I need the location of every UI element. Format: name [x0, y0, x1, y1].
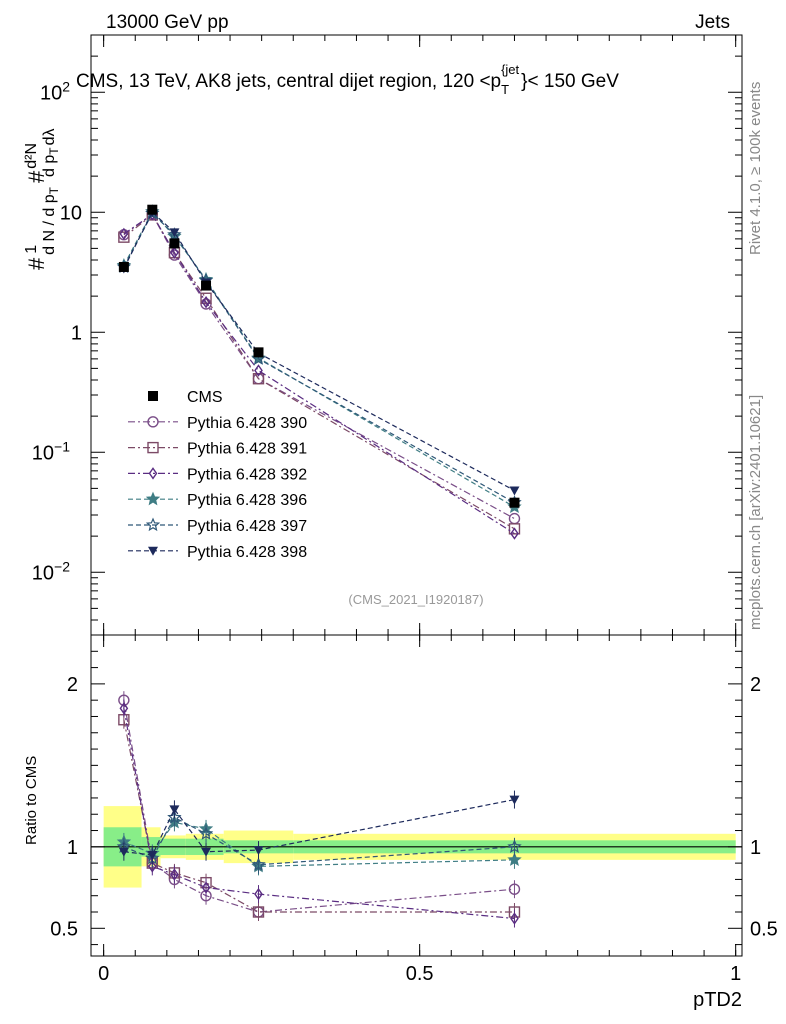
ratio-line-0 — [123, 700, 515, 913]
ratio-ytick-label: 0.5 — [50, 918, 78, 940]
ratio-point — [167, 809, 182, 824]
ratio-plot-frame — [90, 634, 743, 957]
main-point — [509, 486, 520, 496]
ratio-point — [118, 847, 129, 857]
ratio-point — [198, 826, 214, 840]
main-point — [119, 227, 129, 241]
legend-marker — [145, 517, 161, 532]
ratio-point — [253, 846, 264, 856]
main-point — [169, 228, 180, 238]
ratio-point — [147, 860, 157, 873]
ratio-point — [507, 852, 522, 866]
legend-label: Pythia 6.428 397 — [187, 518, 307, 535]
ratio-point — [509, 795, 520, 805]
ratio-point — [254, 887, 263, 901]
ratio-point — [147, 850, 158, 860]
ratio-point — [508, 883, 521, 895]
ratio-ytick-label: 2 — [67, 674, 78, 696]
main-ytick-label: 10−2 — [32, 558, 70, 584]
legend-label: CMS — [187, 389, 223, 406]
cms-data-point — [169, 238, 180, 249]
legend-label: Pythia 6.428 390 — [187, 415, 307, 432]
main-ytick-label: 10 — [60, 202, 82, 224]
main-point — [508, 523, 521, 535]
ratio-point — [201, 881, 211, 894]
header-left: 13000 GeV pp — [106, 12, 229, 33]
header-right: Jets — [695, 12, 730, 33]
legend-marker — [147, 416, 159, 428]
legend: CMS Pythia 6.428 390 Pythia 6.428 391 Pythi… — [128, 389, 307, 561]
ratio-ytick-label-right: 2 — [750, 674, 761, 696]
legend-label: Pythia 6.428 392 — [187, 466, 307, 483]
main-point — [167, 227, 182, 241]
ratio-point — [251, 857, 266, 871]
main-point — [510, 527, 519, 540]
main-point — [201, 295, 211, 309]
ratio-point — [169, 805, 180, 815]
main-point — [254, 364, 263, 377]
legend-marker — [148, 391, 158, 401]
chart-title: CMS, 13 TeV, AK8 jets, central dijet reg… — [76, 62, 619, 97]
ratio-point — [170, 868, 179, 881]
axes: 0 0.5 1 10−2 10−1 1 10 102 0.5 0.5 1 1 2 2 — [32, 34, 778, 985]
legend-marker — [148, 546, 158, 556]
ratio-point — [507, 839, 522, 854]
main-ylabel-text: #1d N / d pT#d²Nd pTdλ — [23, 128, 61, 270]
main-line-5 — [123, 211, 515, 492]
main-ylabel: #1d N / d pT#d²Nd pTdλ — [23, 128, 61, 270]
ratio-series-group — [116, 691, 522, 928]
legend-label: Pythia 6.428 396 — [187, 492, 307, 509]
ratio-line-2 — [123, 708, 515, 920]
cms-data-point — [253, 347, 264, 358]
legend-marker — [145, 491, 161, 506]
x-tick-label: 1 — [730, 963, 741, 985]
main-ytick-label: 10−1 — [32, 438, 70, 464]
cms-data-point — [147, 204, 158, 215]
side-label-rivet: Rivet 4.1.0, ≥ 100k events — [747, 82, 764, 255]
cms-data-point — [118, 261, 129, 272]
ratio-ytick-label: 1 — [67, 837, 78, 859]
legend-marker — [148, 467, 158, 480]
main-point — [252, 373, 265, 385]
cms-data-point — [201, 280, 212, 291]
ratio-point — [201, 847, 212, 857]
ratio-line-1 — [123, 719, 515, 913]
analysis-id: (CMS_2021_I1920187) — [348, 592, 483, 607]
main-series-group — [116, 204, 522, 540]
main-line-3 — [123, 210, 515, 508]
ratio-ytick-label-right: 1 — [750, 837, 761, 859]
legend-label: Pythia 6.428 398 — [187, 544, 307, 561]
main-point — [200, 292, 212, 304]
main-line-1 — [123, 214, 515, 530]
legend-marker — [147, 441, 159, 454]
x-axis-label: pTD2 — [693, 989, 742, 1011]
side-label-mcplots: mcplots.cern.ch [arXiv:2401.10621] — [747, 395, 764, 630]
main-point — [170, 246, 179, 259]
ratio-ylabel: Ratio to CMS — [23, 756, 40, 845]
main-ytick-label: 1 — [71, 322, 82, 344]
ratio-point — [510, 912, 519, 925]
ratio-line-5 — [123, 798, 515, 856]
x-tick-label: 0 — [98, 963, 109, 985]
main-line-0 — [123, 213, 515, 520]
main-point — [508, 512, 521, 525]
ratio-point — [252, 906, 265, 918]
x-tick-label: 0.5 — [406, 963, 434, 985]
legend-label: Pythia 6.428 391 — [187, 441, 307, 458]
ratio-point — [119, 702, 129, 715]
main-line-2 — [123, 213, 515, 535]
ratio-ytick-label-right: 0.5 — [750, 918, 778, 940]
main-point — [118, 231, 130, 243]
main-ytick-label: 102 — [40, 78, 70, 104]
cms-data-point — [509, 497, 520, 508]
